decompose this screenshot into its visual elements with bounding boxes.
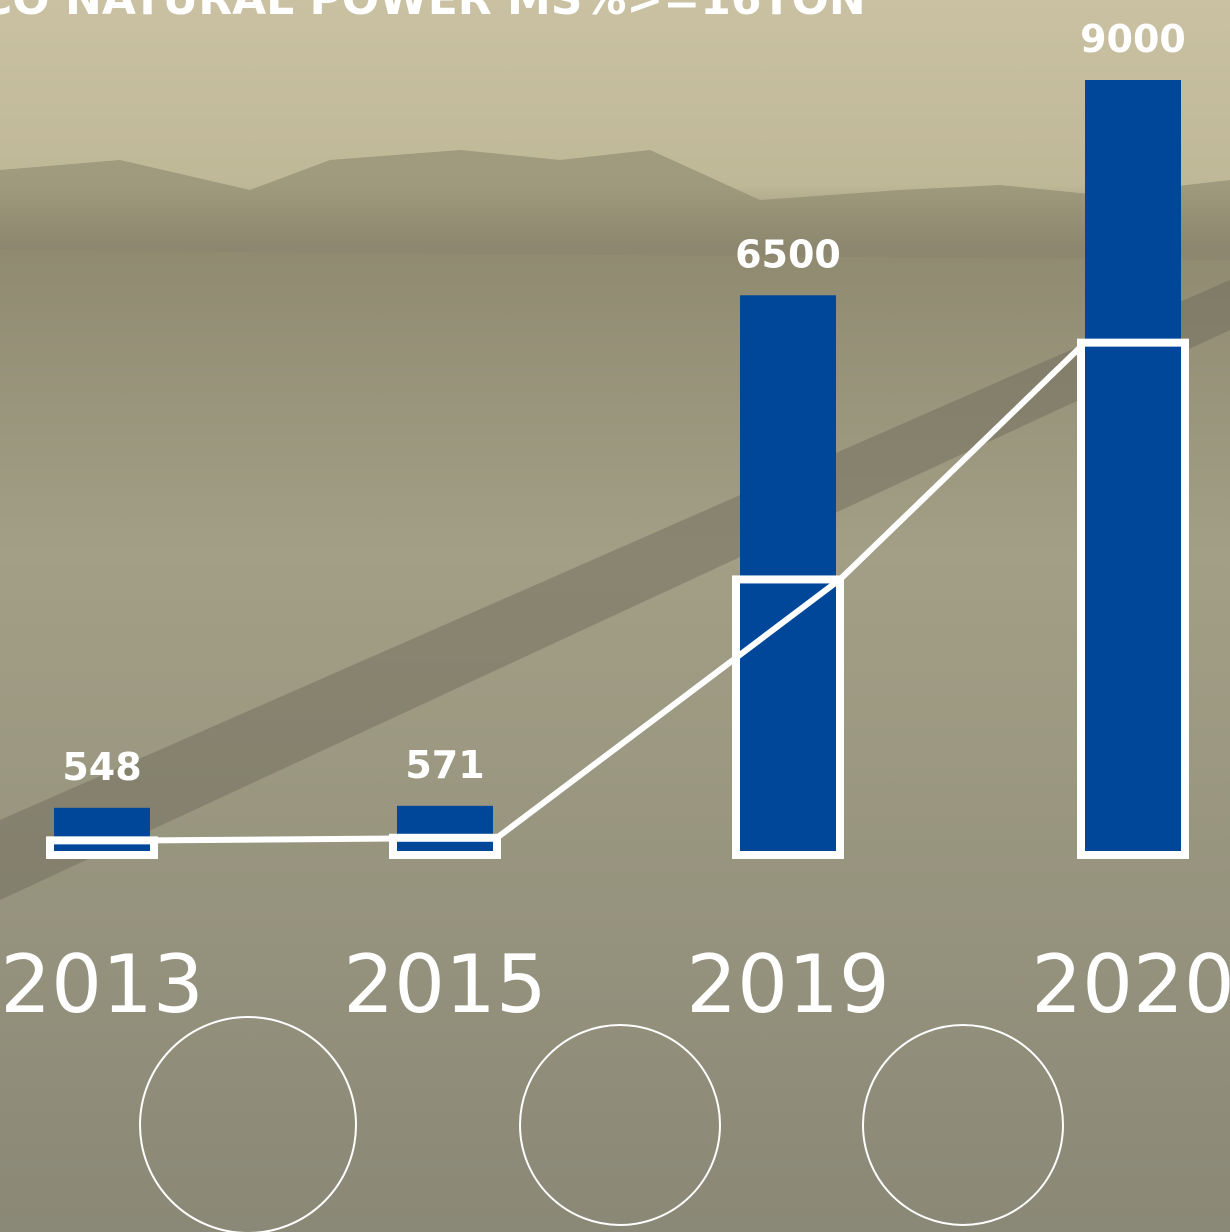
bar bbox=[1085, 80, 1181, 855]
x-tick-label: 2020 bbox=[1031, 938, 1230, 1031]
value-label: 548 bbox=[62, 745, 141, 789]
chart-title: CO NATURAL POWER MS%>=16TON bbox=[0, 0, 866, 25]
bar bbox=[397, 805, 493, 855]
bar bbox=[740, 295, 836, 855]
globes bbox=[139, 1016, 1064, 1232]
x-tick-label: 2019 bbox=[686, 938, 890, 1031]
overlay-box bbox=[1077, 338, 1189, 859]
value-label: 9000 bbox=[1080, 17, 1186, 61]
mountains bbox=[0, 150, 1230, 260]
value-label: 6500 bbox=[735, 232, 841, 276]
overlay-box bbox=[46, 836, 158, 859]
x-tick-label: 2013 bbox=[0, 938, 204, 1031]
bridge bbox=[0, 280, 1230, 900]
overlay-box bbox=[732, 575, 844, 859]
bar bbox=[54, 807, 150, 855]
connector-line bbox=[153, 340, 1088, 844]
x-tick-label: 2015 bbox=[343, 938, 547, 1031]
value-label: 571 bbox=[405, 743, 484, 787]
